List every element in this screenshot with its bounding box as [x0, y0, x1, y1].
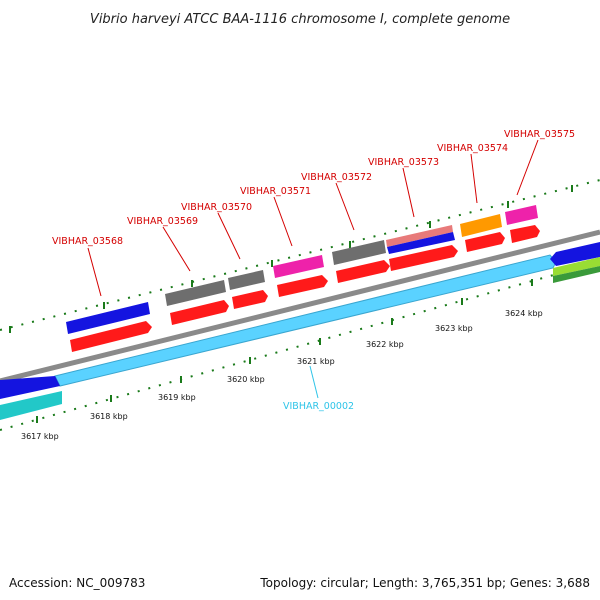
gene-label[interactable]: VIBHAR_03568: [52, 236, 123, 247]
gene-label[interactable]: VIBHAR_00002: [283, 401, 354, 412]
gene-VIBHAR_03570[interactable]: [228, 270, 265, 290]
kbp-label: 3619 kbp: [158, 393, 196, 402]
kbp-label: 3620 kbp: [227, 375, 265, 384]
map-title: Vibrio harveyi ATCC BAA-1116 chromosome …: [90, 12, 510, 27]
inner-tick-ring: [0, 261, 600, 431]
gene-VIBHAR_03571[interactable]: [273, 255, 324, 278]
gene-label[interactable]: VIBHAR_03574: [437, 143, 508, 154]
gene-VIBHAR_03574[interactable]: [460, 214, 502, 237]
gene-blue-left[interactable]: [0, 376, 60, 399]
gene-blue-right[interactable]: [550, 242, 600, 266]
kbp-label: 3621 kbp: [297, 357, 335, 366]
gene-lime[interactable]: [553, 257, 600, 276]
gene-label[interactable]: VIBHAR_03572: [301, 172, 372, 183]
gene-label[interactable]: VIBHAR_03571: [240, 186, 311, 197]
leader-lines: [87, 139, 539, 399]
gene-teal[interactable]: [0, 391, 62, 420]
gene-VIBHAR_03573-b[interactable]: [387, 232, 455, 254]
gene-label[interactable]: VIBHAR_03573: [368, 157, 439, 168]
upper-row-genes: [66, 205, 538, 334]
upper-row-cds: [70, 225, 540, 352]
accession-text: Accession: NC_009783: [9, 576, 145, 590]
kbp-label: 3623 kbp: [435, 324, 473, 333]
gene-green[interactable]: [553, 266, 600, 283]
gene-VIBHAR_03569[interactable]: [165, 280, 226, 306]
gene-VIBHAR_03568[interactable]: [66, 302, 150, 334]
gene-label[interactable]: VIBHAR_03569: [127, 216, 198, 227]
gene-VIBHAR_00002[interactable]: [54, 254, 557, 387]
kbp-label: 3617 kbp: [21, 432, 59, 441]
kbp-labels: 3617 kbp 3618 kbp 3619 kbp 3620 kbp 3621…: [21, 309, 543, 441]
gene-labels: VIBHAR_03568 VIBHAR_03569 VIBHAR_03570 V…: [52, 129, 575, 412]
outer-tick-ring: [0, 179, 600, 333]
gene-label[interactable]: VIBHAR_03575: [504, 129, 575, 140]
gene-VIBHAR_03575[interactable]: [505, 205, 538, 225]
gene-VIBHAR_03572[interactable]: [332, 240, 386, 265]
chromosome-backbone: [0, 229, 600, 384]
gene-VIBHAR_03573-a[interactable]: [386, 225, 453, 247]
gene-label[interactable]: VIBHAR_03570: [181, 202, 252, 213]
kbp-label: 3624 kbp: [505, 309, 543, 318]
topology-text: Topology: circular; Length: 3,765,351 bp…: [259, 576, 590, 590]
kbp-label: 3618 kbp: [90, 412, 128, 421]
kbp-label: 3622 kbp: [366, 340, 404, 349]
